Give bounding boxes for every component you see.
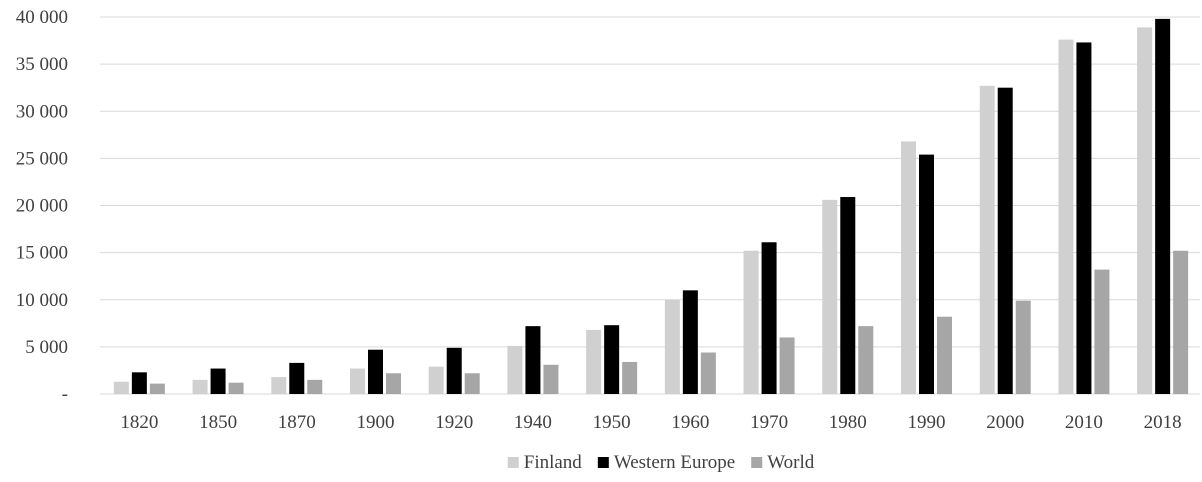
bar-world-1940 xyxy=(543,364,559,394)
bar-world-1970 xyxy=(779,337,795,394)
bar-western-europe-1820 xyxy=(131,372,147,394)
x-tick-label: 1850 xyxy=(199,412,237,433)
y-tick-label: 10 000 xyxy=(16,290,68,311)
bar-finland-1900 xyxy=(350,368,365,394)
y-axis-tick-labels: - 5 000 10 000 15 000 20 000 25 000 30 000 35 0… xyxy=(16,7,68,405)
y-tick-label: - xyxy=(62,384,68,405)
legend-label: World xyxy=(767,452,815,473)
y-tick-label: 40 000 xyxy=(16,7,68,28)
bar-world-1980 xyxy=(858,326,874,394)
legend-swatch xyxy=(751,457,763,468)
bar-western-europe-1990 xyxy=(919,154,934,394)
x-tick-label: 1950 xyxy=(593,412,631,433)
gridlines xyxy=(100,16,1200,395)
bar-western-europe-1850 xyxy=(210,368,226,394)
bar-world-1990 xyxy=(937,316,952,394)
bar-world-2018 xyxy=(1173,250,1189,394)
bar-finland-2018 xyxy=(1137,27,1153,395)
bar-western-europe-1970 xyxy=(761,242,777,394)
bar-finland-1960 xyxy=(664,299,680,394)
bar-finland-1970 xyxy=(743,250,759,394)
bar-western-europe-2000 xyxy=(997,87,1013,394)
x-tick-label: 1940 xyxy=(514,412,552,433)
bar-finland-1990 xyxy=(901,141,916,394)
bar-western-europe-2010 xyxy=(1076,42,1092,394)
y-tick-label: 20 000 xyxy=(16,196,68,217)
bar-western-europe-2018 xyxy=(1155,18,1171,394)
x-tick-label: 1980 xyxy=(829,412,867,433)
bar-finland-1920 xyxy=(428,366,444,394)
x-tick-label: 2018 xyxy=(1144,412,1182,433)
legend-swatch xyxy=(597,457,609,468)
x-tick-label: 1820 xyxy=(120,412,158,433)
bar-world-1850 xyxy=(228,382,244,394)
legend: Finland Western Europe World xyxy=(507,452,815,473)
legend-item-western-europe: Western Europe xyxy=(597,452,735,473)
bar-western-europe-1900 xyxy=(368,349,383,394)
legend-item-finland: Finland xyxy=(507,452,583,473)
legend-label: Finland xyxy=(524,452,583,473)
bar-finland-1950 xyxy=(586,329,602,394)
bar-world-1820 xyxy=(149,383,165,394)
bar-finland-1980 xyxy=(822,199,838,394)
y-tick-label: 5 000 xyxy=(25,337,68,358)
bar-finland-1940 xyxy=(507,345,523,394)
bar-world-1900 xyxy=(386,373,401,394)
x-axis-tick-labels: 1820 1850 1870 1900 1920 1940 1950 1960 1970 1980… xyxy=(120,412,1181,433)
bar-western-europe-1960 xyxy=(682,290,698,394)
bar-world-2000 xyxy=(1015,300,1031,394)
x-tick-label: 2000 xyxy=(986,412,1024,433)
x-tick-label: 1870 xyxy=(278,412,316,433)
y-tick-label: 30 000 xyxy=(16,101,68,122)
bar-finland-1820 xyxy=(113,381,129,394)
bar-finland-1850 xyxy=(192,379,208,394)
y-tick-label: 25 000 xyxy=(16,148,68,169)
x-tick-label: 1960 xyxy=(671,412,709,433)
bar-finland-2000 xyxy=(979,85,995,395)
bar-western-europe-1870 xyxy=(289,362,305,394)
legend-label: Western Europe xyxy=(614,452,735,473)
bars xyxy=(113,18,1189,395)
y-tick-label: 35 000 xyxy=(16,54,68,75)
legend-swatch xyxy=(507,457,519,468)
bar-world-1960 xyxy=(700,352,716,394)
bar-world-1870 xyxy=(307,379,323,394)
y-tick-label: 15 000 xyxy=(16,243,68,264)
x-tick-label: 2010 xyxy=(1065,412,1103,433)
bar-world-1920 xyxy=(464,373,480,394)
bar-western-europe-1950 xyxy=(604,325,620,394)
legend-item-world: World xyxy=(751,452,815,473)
bar-western-europe-1980 xyxy=(840,197,856,394)
bar-world-1950 xyxy=(622,361,638,394)
x-tick-label: 1900 xyxy=(357,412,395,433)
x-tick-label: 1970 xyxy=(750,412,788,433)
bar-western-europe-1920 xyxy=(446,347,462,394)
bar-finland-2010 xyxy=(1058,39,1074,395)
x-tick-label: 1920 xyxy=(435,412,473,433)
x-tick-label: 1990 xyxy=(908,412,946,433)
bar-western-europe-1940 xyxy=(525,326,541,394)
bar-world-2010 xyxy=(1094,269,1110,394)
bar-finland-1870 xyxy=(271,377,287,394)
